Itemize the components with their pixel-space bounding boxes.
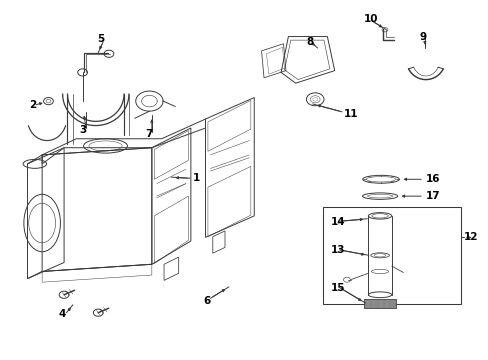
Text: 4: 4: [58, 310, 65, 319]
Text: 1: 1: [192, 173, 199, 183]
Text: 5: 5: [97, 35, 104, 44]
FancyBboxPatch shape: [364, 300, 395, 308]
Text: 10: 10: [363, 14, 378, 24]
Text: 17: 17: [425, 191, 440, 201]
Text: 9: 9: [418, 32, 426, 41]
Text: 7: 7: [145, 129, 153, 139]
Text: 12: 12: [463, 232, 477, 242]
Text: 13: 13: [330, 245, 344, 255]
Text: 15: 15: [330, 283, 344, 293]
Text: 14: 14: [330, 217, 344, 226]
Text: 16: 16: [425, 174, 440, 184]
Text: 8: 8: [305, 37, 312, 47]
Text: 2: 2: [29, 100, 36, 111]
Text: 11: 11: [343, 109, 357, 119]
Text: 6: 6: [203, 296, 210, 306]
Text: 3: 3: [80, 125, 87, 135]
